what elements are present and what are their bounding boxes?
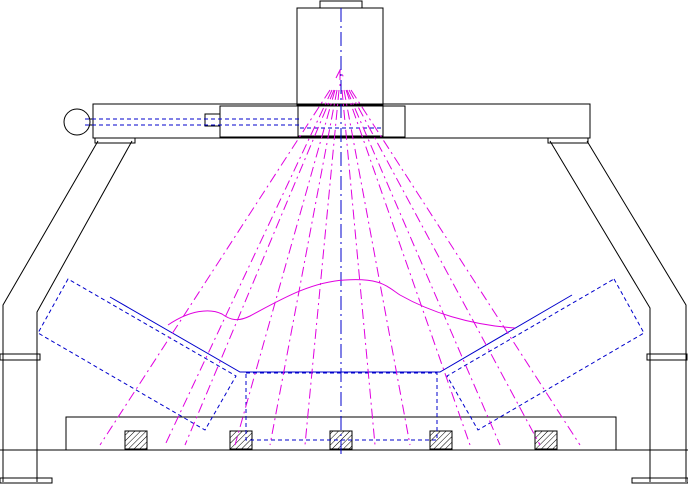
scanner-rays (99, 68, 581, 446)
belt-idlers (37, 8, 645, 456)
